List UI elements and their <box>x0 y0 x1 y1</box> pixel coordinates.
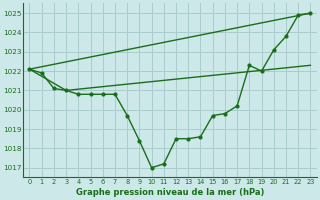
X-axis label: Graphe pression niveau de la mer (hPa): Graphe pression niveau de la mer (hPa) <box>76 188 264 197</box>
